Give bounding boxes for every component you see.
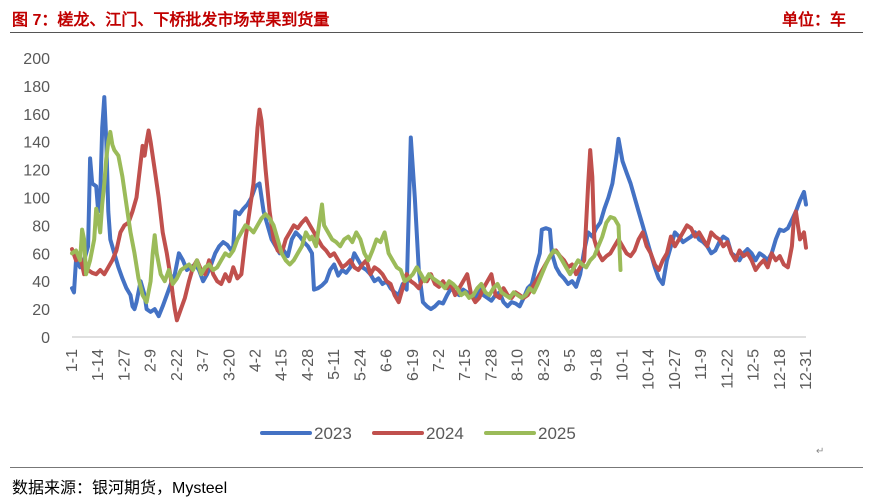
y-tick-label: 160: [23, 107, 50, 124]
x-tick-label: 4-15: [274, 349, 291, 381]
x-tick-label: 1-14: [90, 349, 107, 381]
legend-label: 2024: [426, 424, 464, 443]
legend-label: 2025: [538, 424, 576, 443]
x-tick-label: 7-15: [457, 349, 474, 381]
source-note: 数据来源：银河期货，Mysteel: [12, 480, 228, 497]
x-tick-label: 11-9: [693, 349, 710, 380]
x-tick-label: 3-20: [221, 349, 238, 381]
footer-rule: [10, 467, 863, 468]
series-line-2025: [70, 129, 623, 305]
x-tick-label: 4-28: [300, 349, 317, 381]
x-tick-label: 6-19: [405, 349, 422, 381]
y-tick-label: 80: [32, 218, 50, 235]
x-tick-label: 8-10: [510, 349, 527, 381]
x-tick-label: 10-14: [641, 349, 658, 390]
y-axis: 0 20 40 60 80 100 120 140 160 180 200: [23, 51, 50, 347]
series-line-2024: [70, 107, 808, 323]
x-tick-label: 12-31: [798, 349, 815, 390]
y-tick-label: 180: [23, 79, 50, 96]
x-tick-label: 12-18: [772, 349, 789, 390]
legend-label: 2023: [314, 424, 352, 443]
x-tick-label: 2-9: [143, 349, 160, 372]
x-tick-label: 6-6: [379, 349, 396, 372]
return-mark: ↵: [816, 446, 825, 457]
x-tick-label: 1-27: [116, 349, 133, 381]
x-tick-label: 11-22: [719, 349, 736, 389]
x-tick-label: 5-11: [326, 349, 343, 380]
y-tick-label: 60: [32, 246, 50, 263]
x-tick-label: 9-18: [588, 349, 605, 381]
x-tick-label: 7-28: [483, 349, 500, 381]
plot-area: [70, 95, 808, 323]
x-tick-label: 10-1: [615, 349, 632, 381]
x-tick-label: 1-1: [64, 349, 81, 372]
x-axis: 1-1 1-14 1-27 2-9 2-22 3-7 3-20 4-2 4-15 4-28 5-11…: [64, 336, 815, 390]
legend: 2023 2024 2025: [260, 424, 576, 443]
chart-title: 图 7：槎龙、江门、下桥批发市场苹果到货量: [12, 12, 330, 29]
y-tick-label: 20: [32, 302, 50, 319]
header-rule: [10, 32, 863, 33]
x-tick-label: 5-24: [352, 349, 369, 381]
x-tick-label: 8-23: [536, 349, 553, 381]
y-tick-label: 100: [23, 191, 50, 208]
x-tick-label: 7-2: [431, 349, 448, 372]
y-tick-label: 120: [23, 163, 50, 180]
x-tick-label: 12-5: [746, 349, 763, 381]
y-tick-label: 200: [23, 51, 50, 68]
x-tick-label: 4-2: [248, 349, 265, 372]
y-tick-label: 40: [32, 274, 50, 291]
y-tick-label: 0: [41, 330, 50, 347]
x-tick-label: 10-27: [667, 349, 684, 390]
y-tick-label: 140: [23, 135, 50, 152]
x-tick-label: 2-22: [169, 349, 186, 381]
x-tick-label: 3-7: [195, 349, 212, 372]
unit-label: 单位：车: [781, 12, 846, 29]
x-tick-label: 9-5: [562, 349, 579, 372]
